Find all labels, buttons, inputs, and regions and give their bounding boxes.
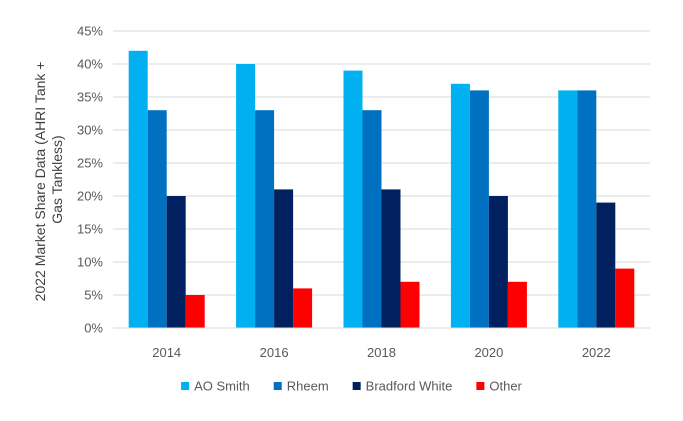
- bar: [362, 110, 382, 328]
- y-tick-label: 0%: [84, 321, 103, 336]
- legend-swatch: [273, 382, 282, 390]
- x-axis-ticks: 2014 2016 2018 2020 2022: [152, 345, 611, 360]
- y-tick-label: 35%: [77, 90, 103, 105]
- y-tick-label: 45%: [77, 24, 103, 39]
- x-tick-label: 2020: [474, 345, 503, 360]
- legend-label: Other: [489, 379, 522, 394]
- bar: [400, 281, 420, 328]
- bar: [147, 110, 167, 328]
- bar: [255, 110, 275, 328]
- bar: [343, 70, 363, 328]
- legend-swatch: [476, 382, 485, 390]
- bar: [185, 295, 205, 328]
- bar: [381, 189, 401, 328]
- bar: [236, 64, 256, 328]
- bar: [558, 90, 578, 329]
- legend-label: Rheem: [287, 379, 329, 394]
- bar: [469, 90, 489, 329]
- bar: [488, 196, 508, 328]
- x-tick-label: 2014: [152, 345, 181, 360]
- legend-swatch: [352, 382, 361, 390]
- bars: [128, 50, 635, 329]
- x-tick-label: 2018: [367, 345, 396, 360]
- y-tick-label: 30%: [77, 123, 103, 138]
- bar: [577, 90, 597, 329]
- legend-label: AO Smith: [194, 379, 250, 394]
- y-tick-label: 20%: [77, 189, 103, 204]
- y-tick-label: 15%: [77, 222, 103, 237]
- bar: [450, 83, 470, 328]
- y-tick-label: 25%: [77, 156, 103, 171]
- x-tick-label: 2016: [260, 345, 289, 360]
- y-axis-ticks: 0% 5% 10% 15% 20% 25% 30% 35% 40% 45%: [77, 24, 103, 336]
- bar: [274, 189, 294, 328]
- y-tick-label: 40%: [77, 57, 103, 72]
- bar: [293, 288, 313, 328]
- bar: [128, 50, 148, 329]
- y-axis-label-line-1: 2022 Market Share Data (AHRI Tank +: [32, 62, 48, 302]
- y-tick-label: 5%: [84, 288, 103, 303]
- bar: [507, 281, 527, 328]
- bar: [615, 268, 635, 328]
- x-tick-label: 2022: [582, 345, 611, 360]
- y-axis-label-line-2: Gas Tankless): [49, 135, 65, 223]
- legend-swatch: [181, 382, 190, 390]
- bar: [166, 196, 186, 328]
- bar: [596, 202, 616, 328]
- y-axis-label: 2022 Market Share Data (AHRI Tank + Gas …: [32, 58, 65, 302]
- y-tick-label: 10%: [77, 255, 103, 270]
- legend-label: Bradford White: [366, 379, 453, 394]
- legend: AO Smith Rheem Bradford White Other: [181, 379, 523, 394]
